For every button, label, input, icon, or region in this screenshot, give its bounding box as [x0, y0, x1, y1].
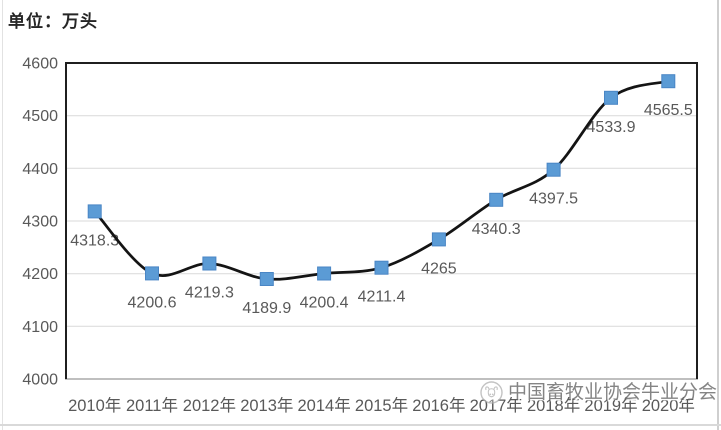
data-label: 4219.3 [185, 285, 234, 302]
data-point-marker [87, 204, 102, 219]
data-point-marker [546, 162, 561, 177]
x-tick-label: 2010年 [68, 396, 121, 415]
data-point-marker [489, 192, 504, 207]
data-label: 4565.5 [644, 102, 693, 119]
data-label: 4200.4 [300, 295, 349, 312]
series-line [93, 79, 670, 281]
x-tick-label: 2019年 [584, 396, 637, 415]
x-tick-label: 2012年 [183, 396, 236, 415]
data-point-marker [431, 232, 446, 247]
data-point-marker [317, 266, 332, 281]
x-tick-label: 2017年 [470, 396, 523, 415]
plot-border [65, 62, 698, 379]
data-point-marker [374, 260, 389, 275]
page-border-left [2, 0, 3, 430]
data-point-marker [661, 74, 676, 89]
y-tick-label: 4600 [22, 56, 58, 73]
unit-label: 单位：万头 [8, 12, 98, 31]
y-tick-label: 4200 [22, 266, 58, 283]
data-label: 4318.3 [70, 232, 119, 249]
data-label: 4211.4 [358, 289, 406, 306]
y-tick-label: 4100 [22, 319, 58, 336]
page-border-right [717, 0, 719, 430]
data-point-marker [202, 256, 217, 271]
x-tick-label: 2013年 [240, 396, 293, 415]
data-point-marker [604, 90, 618, 105]
x-tick-label: 2020年 [642, 396, 695, 415]
y-tick-label: 4000 [22, 372, 58, 389]
x-tick-label: 2016年 [412, 396, 465, 415]
x-tick-label: 2011年 [126, 396, 178, 415]
data-label: 4340.3 [472, 221, 521, 238]
x-tick-label: 2018年 [527, 396, 580, 415]
page-border-bottom [0, 424, 721, 426]
data-point-marker [259, 272, 274, 286]
data-label: 4533.9 [587, 119, 636, 136]
y-tick-label: 4400 [22, 161, 58, 178]
y-tick-label: 4500 [22, 108, 58, 125]
data-label: 4397.5 [529, 191, 578, 208]
x-tick-label: 2015年 [355, 396, 408, 415]
data-label: 4189.9 [242, 300, 291, 317]
data-point-marker [145, 266, 159, 281]
x-tick-label: 2014年 [297, 396, 350, 415]
data-label: 4200.6 [128, 294, 177, 311]
y-tick-label: 4300 [22, 214, 58, 231]
data-label: 4265 [421, 260, 457, 277]
